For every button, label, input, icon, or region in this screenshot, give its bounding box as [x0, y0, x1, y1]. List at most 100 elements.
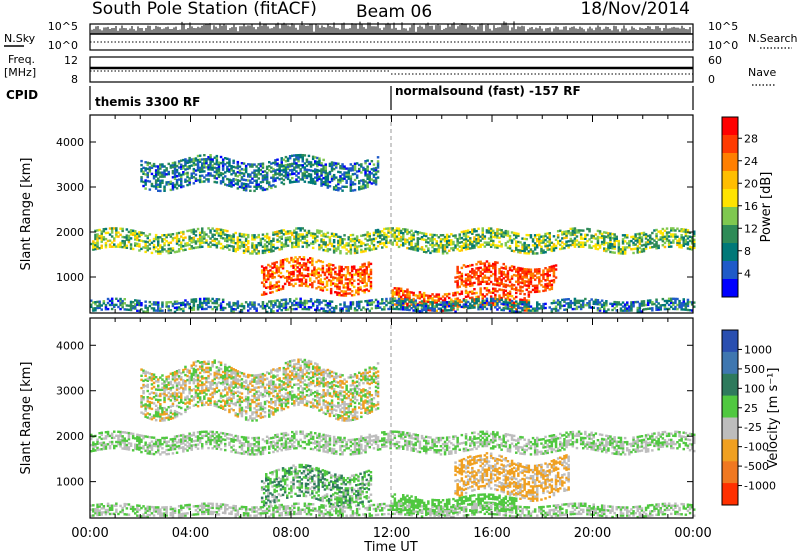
power-cell [322, 166, 325, 170]
velocity-cell [92, 441, 95, 444]
power-cell [450, 243, 453, 246]
power-cell [96, 243, 99, 246]
power-cell [567, 306, 570, 309]
power-cell [506, 301, 510, 304]
power-cell [410, 303, 413, 306]
power-cell [437, 250, 441, 253]
power-cell [291, 162, 294, 166]
power-cell [337, 239, 340, 243]
power-cell [272, 180, 275, 183]
power-cell [416, 307, 420, 311]
power-cell [479, 266, 482, 269]
power-cell [376, 176, 380, 179]
power-cell [657, 244, 660, 247]
power-cell [517, 281, 520, 284]
power-cell [306, 266, 310, 270]
power-cell [260, 269, 264, 272]
power-cell [238, 173, 242, 176]
power-cell [201, 231, 204, 234]
power-cell [194, 159, 198, 162]
power-cell [374, 170, 378, 174]
power-cell [464, 281, 468, 285]
velocity-cell [104, 443, 108, 446]
power-cell [406, 240, 409, 244]
power-cell [257, 242, 260, 245]
power-cell [644, 245, 648, 248]
power-cell [169, 166, 173, 169]
power-cell [504, 265, 508, 268]
power-cell [152, 185, 156, 188]
power-cell [414, 307, 417, 310]
power-cell [328, 240, 332, 243]
power-cell [270, 170, 273, 173]
power-cell [481, 235, 484, 238]
power-cell [445, 293, 449, 296]
power-cell [157, 244, 160, 247]
power-cell [242, 249, 246, 252]
power-cell [452, 300, 455, 303]
power-cell [247, 240, 250, 243]
power-cell [460, 241, 464, 244]
power-cell [475, 271, 478, 274]
power-cell [427, 308, 430, 312]
power-cell [565, 236, 568, 239]
power-cell [416, 245, 420, 248]
power-cell [385, 235, 388, 238]
power-cell [690, 242, 694, 245]
power-cell [600, 299, 604, 302]
power-cell [678, 304, 681, 307]
power-cell [297, 158, 300, 161]
power-cell [575, 299, 579, 302]
power-cell [466, 295, 470, 298]
power-cell [123, 240, 126, 243]
power-cell [546, 246, 549, 249]
power-cell [119, 307, 122, 311]
power-cell [228, 182, 231, 185]
power-cell [362, 242, 365, 245]
power-cell [280, 159, 283, 162]
power-cell [148, 168, 152, 171]
power-cell [339, 179, 342, 182]
power-cell [404, 238, 407, 241]
power-cell [615, 239, 618, 242]
power-cell [575, 231, 579, 234]
power-cell [300, 282, 304, 285]
power-cell [303, 237, 307, 240]
power-cell [600, 303, 604, 306]
power-cell [575, 239, 579, 242]
power-cell [454, 236, 457, 239]
power-cell [536, 307, 539, 310]
power-cell [376, 164, 380, 167]
power-cell [351, 243, 355, 247]
power-cell [359, 288, 362, 291]
velocity-cell [100, 448, 103, 451]
power-cell [270, 244, 273, 247]
power-cell [142, 184, 145, 188]
power-cell [271, 272, 274, 275]
power-cell [630, 307, 633, 310]
power-cell [462, 305, 466, 308]
power-cell [303, 170, 307, 173]
power-cell [347, 242, 350, 245]
power-cell [523, 251, 526, 255]
power-cell [281, 267, 285, 270]
power-cell [510, 231, 514, 234]
power-cell [378, 236, 382, 239]
power-cell [368, 238, 371, 242]
power-cell [325, 284, 329, 287]
power-cell [427, 241, 430, 244]
power-cell [138, 235, 141, 238]
power-cell [242, 243, 246, 246]
power-cell [154, 185, 158, 188]
power-cell [636, 300, 639, 304]
power-cell [542, 239, 545, 242]
power-cell [163, 187, 166, 190]
power-cell [460, 292, 464, 295]
power-cell [416, 233, 420, 236]
power-cell [329, 275, 333, 279]
power-cell [228, 234, 231, 237]
power-cell [104, 304, 108, 307]
power-cell [328, 302, 332, 305]
power-cell [96, 241, 99, 244]
power-cell [370, 182, 374, 185]
